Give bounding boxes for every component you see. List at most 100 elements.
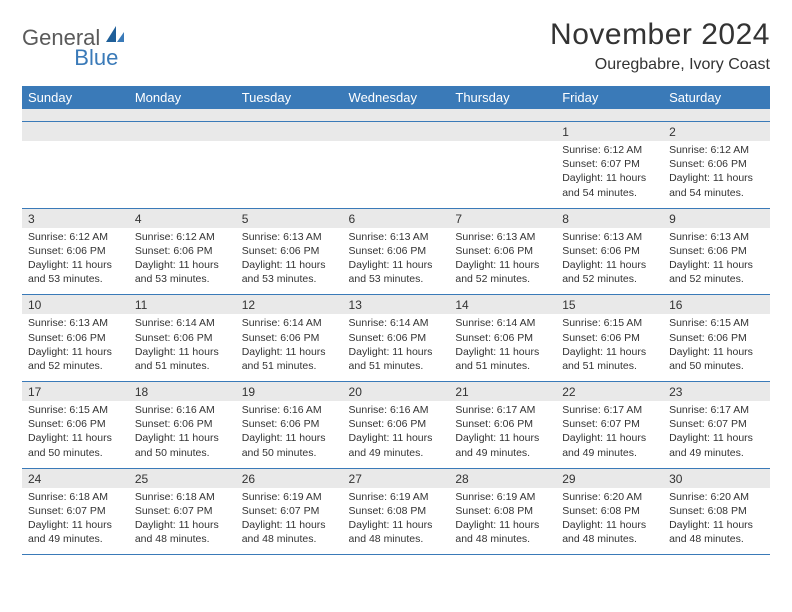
day-sunset: Sunset: 6:06 PM (349, 244, 444, 258)
day-sunset: Sunset: 6:06 PM (562, 244, 657, 258)
day-detail-cell: Sunrise: 6:13 AMSunset: 6:06 PMDaylight:… (343, 228, 450, 295)
day-number-cell: 27 (343, 468, 450, 488)
day-number-cell: 7 (449, 208, 556, 228)
day-sunrise: Sunrise: 6:17 AM (562, 403, 657, 417)
day-sunset: Sunset: 6:06 PM (455, 244, 550, 258)
day-sunset: Sunset: 6:06 PM (669, 244, 764, 258)
day-sunrise: Sunrise: 6:12 AM (28, 230, 123, 244)
day-daylight1: Daylight: 11 hours (349, 431, 444, 445)
day-sunrise: Sunrise: 6:19 AM (349, 490, 444, 504)
day-sunrise: Sunrise: 6:20 AM (669, 490, 764, 504)
day-daylight1: Daylight: 11 hours (135, 345, 230, 359)
separator-row (22, 109, 770, 121)
day-daylight1: Daylight: 11 hours (28, 345, 123, 359)
day-sunrise: Sunrise: 6:12 AM (562, 143, 657, 157)
day-header: Wednesday (343, 86, 450, 109)
day-daylight1: Daylight: 11 hours (562, 258, 657, 272)
day-number-cell: 30 (663, 468, 770, 488)
day-sunrise: Sunrise: 6:13 AM (669, 230, 764, 244)
day-header: Tuesday (236, 86, 343, 109)
day-daylight1: Daylight: 11 hours (135, 258, 230, 272)
day-number-cell: 4 (129, 208, 236, 228)
day-sunrise: Sunrise: 6:15 AM (669, 316, 764, 330)
day-daylight2: and 48 minutes. (135, 532, 230, 546)
day-detail-cell: Sunrise: 6:17 AMSunset: 6:07 PMDaylight:… (556, 401, 663, 468)
day-daylight2: and 54 minutes. (562, 186, 657, 200)
day-daylight2: and 49 minutes. (455, 446, 550, 460)
day-daylight2: and 48 minutes. (562, 532, 657, 546)
day-detail-cell: Sunrise: 6:15 AMSunset: 6:06 PMDaylight:… (556, 314, 663, 381)
day-sunset: Sunset: 6:06 PM (669, 157, 764, 171)
day-number-cell: 25 (129, 468, 236, 488)
day-daylight2: and 51 minutes. (242, 359, 337, 373)
day-number-cell: 11 (129, 295, 236, 315)
day-daylight2: and 50 minutes. (28, 446, 123, 460)
day-daylight2: and 49 minutes. (669, 446, 764, 460)
day-daylight1: Daylight: 11 hours (669, 171, 764, 185)
day-sunset: Sunset: 6:06 PM (349, 417, 444, 431)
day-sunrise: Sunrise: 6:14 AM (135, 316, 230, 330)
day-detail-cell: Sunrise: 6:18 AMSunset: 6:07 PMDaylight:… (129, 488, 236, 555)
day-sunset: Sunset: 6:06 PM (455, 417, 550, 431)
day-sunset: Sunset: 6:06 PM (455, 331, 550, 345)
day-sunset: Sunset: 6:06 PM (242, 417, 337, 431)
day-sunrise: Sunrise: 6:15 AM (28, 403, 123, 417)
day-detail-cell: Sunrise: 6:13 AMSunset: 6:06 PMDaylight:… (556, 228, 663, 295)
day-daylight1: Daylight: 11 hours (349, 518, 444, 532)
day-daylight1: Daylight: 11 hours (28, 258, 123, 272)
day-sunrise: Sunrise: 6:18 AM (135, 490, 230, 504)
day-number-row: 17181920212223 (22, 382, 770, 402)
day-number-cell: 8 (556, 208, 663, 228)
day-number-cell: 14 (449, 295, 556, 315)
day-sunrise: Sunrise: 6:19 AM (242, 490, 337, 504)
day-daylight1: Daylight: 11 hours (669, 431, 764, 445)
header: General Blue November 2024 Ouregbabre, I… (22, 18, 770, 74)
day-sunrise: Sunrise: 6:16 AM (242, 403, 337, 417)
day-sunrise: Sunrise: 6:19 AM (455, 490, 550, 504)
day-daylight2: and 54 minutes. (669, 186, 764, 200)
day-number-cell (236, 122, 343, 142)
day-daylight1: Daylight: 11 hours (562, 518, 657, 532)
day-detail-cell: Sunrise: 6:12 AMSunset: 6:06 PMDaylight:… (129, 228, 236, 295)
day-number-cell: 5 (236, 208, 343, 228)
day-sunrise: Sunrise: 6:13 AM (28, 316, 123, 330)
day-sunset: Sunset: 6:06 PM (135, 417, 230, 431)
day-detail-cell: Sunrise: 6:13 AMSunset: 6:06 PMDaylight:… (22, 314, 129, 381)
day-daylight1: Daylight: 11 hours (349, 345, 444, 359)
day-daylight2: and 52 minutes. (455, 272, 550, 286)
day-daylight1: Daylight: 11 hours (135, 518, 230, 532)
day-sunrise: Sunrise: 6:13 AM (562, 230, 657, 244)
day-number-cell: 20 (343, 382, 450, 402)
day-detail-cell: Sunrise: 6:13 AMSunset: 6:06 PMDaylight:… (236, 228, 343, 295)
day-detail-cell: Sunrise: 6:17 AMSunset: 6:06 PMDaylight:… (449, 401, 556, 468)
day-detail-cell: Sunrise: 6:13 AMSunset: 6:06 PMDaylight:… (663, 228, 770, 295)
day-number-cell (449, 122, 556, 142)
day-daylight2: and 48 minutes. (669, 532, 764, 546)
day-sunrise: Sunrise: 6:15 AM (562, 316, 657, 330)
day-detail-cell: Sunrise: 6:16 AMSunset: 6:06 PMDaylight:… (343, 401, 450, 468)
day-number-cell: 2 (663, 122, 770, 142)
logo: General Blue (22, 18, 172, 51)
day-header: Saturday (663, 86, 770, 109)
day-daylight2: and 49 minutes. (28, 532, 123, 546)
day-daylight1: Daylight: 11 hours (135, 431, 230, 445)
day-daylight2: and 53 minutes. (135, 272, 230, 286)
day-detail-cell: Sunrise: 6:18 AMSunset: 6:07 PMDaylight:… (22, 488, 129, 555)
day-detail-cell (129, 141, 236, 208)
logo-text-blue: Blue (74, 45, 118, 71)
day-detail-cell: Sunrise: 6:15 AMSunset: 6:06 PMDaylight:… (22, 401, 129, 468)
day-number-cell: 24 (22, 468, 129, 488)
day-sunrise: Sunrise: 6:13 AM (349, 230, 444, 244)
day-detail-cell (22, 141, 129, 208)
page-title: November 2024 (550, 18, 770, 52)
day-detail-cell: Sunrise: 6:17 AMSunset: 6:07 PMDaylight:… (663, 401, 770, 468)
day-daylight1: Daylight: 11 hours (242, 431, 337, 445)
day-sunrise: Sunrise: 6:13 AM (455, 230, 550, 244)
day-number-cell: 3 (22, 208, 129, 228)
title-block: November 2024 Ouregbabre, Ivory Coast (550, 18, 770, 74)
day-sunset: Sunset: 6:07 PM (242, 504, 337, 518)
day-number-cell (129, 122, 236, 142)
day-number-cell: 28 (449, 468, 556, 488)
day-sunset: Sunset: 6:07 PM (562, 157, 657, 171)
day-detail-cell (343, 141, 450, 208)
